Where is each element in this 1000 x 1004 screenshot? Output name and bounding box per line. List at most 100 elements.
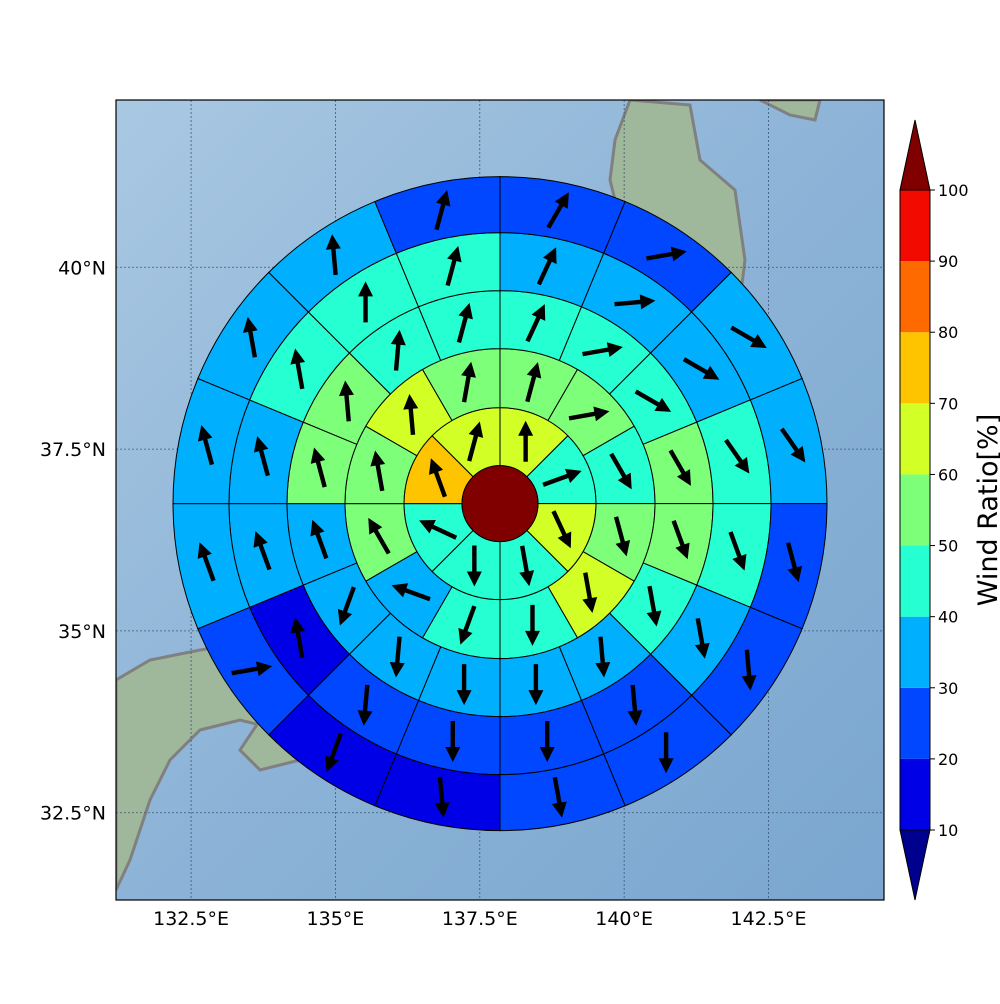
wind-arrow-shape: [429, 458, 448, 498]
wind-arrow: [551, 776, 567, 818]
wind-arrow: [551, 510, 572, 549]
wind-arrow: [525, 304, 546, 343]
wind-arrow-shape: [324, 732, 343, 772]
wind-arrow: [357, 684, 373, 726]
wind-arrow-shape: [682, 357, 720, 380]
wind-arrow-shape: [694, 618, 710, 659]
wind-arrow-shape: [445, 720, 461, 762]
wind-arrow-shape: [403, 393, 419, 436]
wind-arrow-shape: [466, 545, 482, 587]
wind-arrow-shape: [434, 190, 451, 231]
wind-arrow-shape: [357, 684, 373, 726]
wind-arrow-shape: [518, 420, 534, 462]
colorbar-bin: [900, 332, 930, 404]
wind-arrow: [253, 531, 272, 571]
wind-arrow-shape: [785, 542, 803, 583]
wind-arrow-shape: [419, 519, 458, 540]
y-tick-label: 40°N: [58, 257, 106, 279]
y-tick-label: 37.5°N: [40, 439, 106, 461]
wind-arrow-shape: [730, 325, 767, 349]
wind-arrow: [461, 361, 476, 403]
wind-arrow-shape: [310, 447, 327, 488]
wind-arrow: [389, 636, 405, 678]
wind-arrow-shape: [445, 246, 462, 287]
wind-arrow: [403, 393, 419, 436]
x-tick-label: 137.5°E: [442, 908, 518, 930]
wind-arrow-shape: [525, 362, 542, 403]
colorbar-tick-label: 100: [938, 181, 969, 200]
colorbar-tick-label: 40: [938, 608, 958, 627]
x-tick-label: 135°E: [307, 908, 365, 930]
wind-arrow: [434, 190, 451, 231]
wind-arrow-shape: [370, 450, 386, 492]
colorbar-bin: [900, 474, 930, 546]
wind-arrow: [682, 357, 720, 380]
wind-arrow-shape: [456, 302, 473, 344]
wind-arrow: [197, 425, 215, 466]
wind-arrow-shape: [609, 452, 632, 490]
wind-arrow-shape: [461, 361, 476, 403]
wind-arrow-shape: [253, 436, 270, 477]
wind-arrow: [253, 436, 270, 477]
colorbar-bin: [900, 687, 930, 759]
wind-arrow: [466, 545, 482, 587]
wind-arrow-shape: [595, 636, 611, 678]
wind-arrow-shape: [546, 192, 569, 229]
wind-arrow: [467, 421, 484, 462]
wind-arrow: [546, 192, 569, 229]
wind-arrow: [197, 542, 216, 582]
colorbar-bin: [900, 545, 930, 617]
wind-arrow-shape: [310, 519, 329, 560]
wind-arrow: [779, 427, 806, 463]
colorbar-tick-label: 70: [938, 394, 958, 413]
wind-arrow: [324, 732, 343, 772]
wind-arrow-shape: [390, 329, 406, 371]
wind-arrow-shape: [551, 776, 567, 818]
wind-arrow-shape: [525, 304, 546, 343]
wind-arrow-shape: [524, 604, 540, 646]
wind-arrow: [741, 649, 757, 691]
wind-arrow-shape: [197, 425, 215, 466]
wind-arrow-shape: [368, 517, 391, 555]
wind-arrow: [339, 380, 354, 422]
y-tick-label: 35°N: [58, 621, 106, 643]
wind-arrow-shape: [634, 389, 672, 412]
map-panel: [115, 99, 885, 901]
wind-arrow-shape: [290, 617, 306, 659]
wind-arrow: [370, 450, 386, 492]
rose-sector: [374, 176, 501, 254]
wind-arrow: [724, 438, 750, 474]
wind-arrow: [390, 329, 406, 371]
wind-arrow-shape: [467, 421, 484, 462]
y-axis-ticks: 32.5°N 35°N 37.5°N 40°N: [40, 257, 106, 824]
wind-arrow: [668, 449, 691, 486]
wind-arrow-shape: [728, 531, 747, 571]
wind-arrow: [595, 636, 611, 678]
wind-arrow-shape: [646, 585, 662, 627]
wind-arrow: [445, 246, 462, 287]
wind-arrow: [458, 605, 477, 645]
wind-arrow-shape: [339, 380, 354, 422]
wind-arrow-shape: [613, 516, 631, 557]
wind-arrow: [456, 302, 473, 344]
x-tick-label: 142.5°E: [731, 908, 807, 930]
wind-arrow-shape: [646, 246, 687, 262]
colorbar: 10 20 30 40 50 60 70 80 90 100: [899, 119, 969, 901]
wind-arrow-shape: [582, 342, 623, 357]
wind-arrow-shape: [325, 234, 341, 276]
wind-arrow: [646, 585, 662, 627]
wind-arrow-shape: [582, 572, 598, 614]
wind-arrow: [310, 447, 327, 488]
colorbar-bin: [900, 261, 930, 333]
colorbar-tick-label: 90: [938, 252, 958, 271]
wind-arrow: [536, 247, 557, 286]
wind-arrow-shape: [434, 776, 450, 818]
wind-arrow-shape: [337, 586, 356, 626]
wind-arrow: [445, 720, 461, 762]
wind-arrow: [568, 406, 610, 422]
wind-arrow: [728, 531, 747, 571]
wind-arrow-shape: [290, 348, 306, 390]
wind-arrow: [325, 234, 341, 276]
wind-arrow: [525, 362, 542, 403]
